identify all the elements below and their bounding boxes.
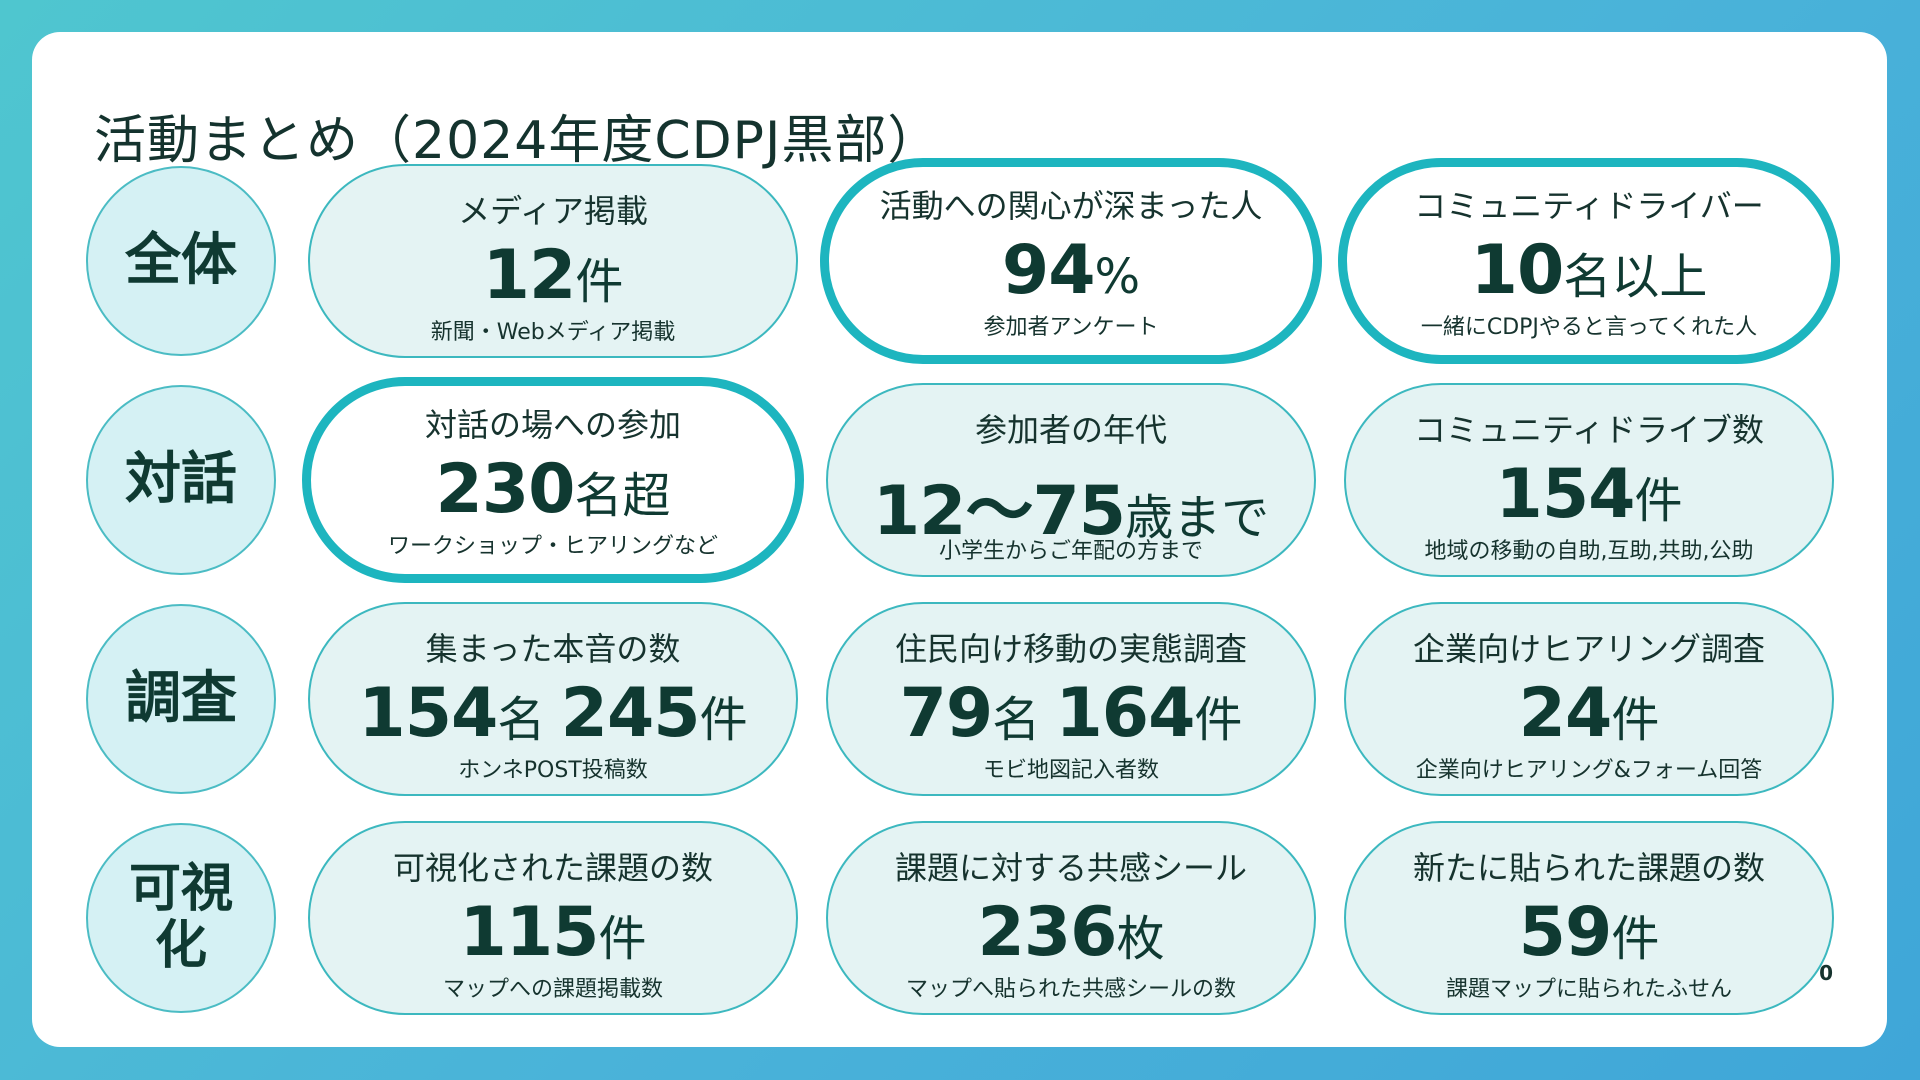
stat-card-heading: メディア掲載 xyxy=(458,192,648,230)
row-label: 調査 xyxy=(86,604,276,794)
stat-number: 79 xyxy=(899,674,994,753)
stat-card-caption: 課題マップに貼られたふせん xyxy=(1445,977,1732,1002)
stat-card-heading: 参加者の年代 xyxy=(974,411,1167,449)
stat-unit: 名 xyxy=(497,692,561,748)
stat-card-value: 12〜75歳まで xyxy=(828,455,1314,551)
stat-card-caption: 小学生からご年配の方まで xyxy=(938,539,1203,564)
stat-number: 10 xyxy=(1470,231,1565,310)
stat-card-caption: 一緒にCDPJやると言ってくれた人 xyxy=(1420,315,1758,340)
stat-card-caption: マップへの課題掲載数 xyxy=(442,977,663,1002)
stat-card-heading: 集まった本音の数 xyxy=(425,630,681,668)
stat-card-caption: マップへ貼られた共感シールの数 xyxy=(905,977,1236,1002)
stat-card-heading: 活動への関心が深まった人 xyxy=(879,187,1263,225)
stat-card: 課題に対する共感シール 236枚マップへ貼られた共感シールの数 xyxy=(826,821,1316,1015)
stat-card-caption: 企業向けヒアリング&フォーム回答 xyxy=(1415,758,1763,783)
stat-number: 230 xyxy=(435,450,576,529)
stat-number: 59 xyxy=(1518,893,1613,972)
stat-card: 集まった本音の数 154名 245件ホンネPOST投稿数 xyxy=(308,602,798,796)
row-label: 全体 xyxy=(86,166,276,356)
stat-unit: 件 xyxy=(575,254,624,310)
stat-card-heading: コミュニティドライバー xyxy=(1414,187,1764,225)
stat-card: コミュニティドライブ数 154件地域の移動の自助,互助,共助,公助 xyxy=(1344,383,1834,577)
stat-unit: 件 xyxy=(699,692,748,748)
stat-number: 236 xyxy=(977,893,1118,972)
stat-card: 可視化された課題の数 115件マップへの課題掲載数 xyxy=(308,821,798,1015)
stat-number: 115 xyxy=(459,893,600,972)
stat-card: コミュニティドライバー 10名以上一緒にCDPJやると言ってくれた人 xyxy=(1338,158,1840,364)
stat-card-value: 230名超 xyxy=(311,450,795,529)
row-label: 可視化 xyxy=(86,823,276,1013)
stat-unit: % xyxy=(1094,249,1141,305)
stat-card: 新たに貼られた課題の数 59件課題マップに貼られたふせん xyxy=(1344,821,1834,1015)
stat-card: 住民向け移動の実態調査 79名 164件モビ地図記入者数 xyxy=(826,602,1316,796)
stat-card-caption: 新聞・Webメディア掲載 xyxy=(430,320,676,345)
stat-card-heading: 対話の場への参加 xyxy=(424,406,681,444)
stat-card-value: 115件 xyxy=(310,893,796,972)
stat-number: 154 xyxy=(358,674,498,753)
stat-unit: 名以上 xyxy=(1563,249,1708,305)
stat-unit: 件 xyxy=(1611,692,1660,748)
stat-unit: 歳まで xyxy=(1125,490,1270,546)
stat-unit: 枚 xyxy=(1116,911,1165,967)
row-label: 対話 xyxy=(86,385,276,575)
stat-number: 12〜75 xyxy=(872,472,1126,551)
slide: 活動まとめ（2024年度CDPJ黒部） 70 全体 メディア掲載 12件 新聞・Web… xyxy=(32,32,1887,1047)
stat-card-value: 79名 164件 xyxy=(828,674,1314,753)
stat-card-heading: 住民向け移動の実態調査 xyxy=(894,630,1247,668)
stat-number: 24 xyxy=(1518,674,1613,753)
stat-card-value: 12件 xyxy=(310,236,796,315)
stat-unit: 名 xyxy=(992,692,1056,748)
stat-card-caption: モビ地図記入者数 xyxy=(982,758,1159,783)
stat-card: メディア掲載 12件新聞・Webメディア掲載 xyxy=(308,164,798,358)
stat-card-caption: ホンネPOST投稿数 xyxy=(458,758,648,783)
stat-card-caption: 参加者アンケート xyxy=(983,315,1159,340)
stat-unit: 件 xyxy=(1634,473,1683,529)
stat-unit: 名超 xyxy=(574,468,671,524)
stat-card-value: 24件 xyxy=(1346,674,1832,753)
stat-card-value: 154名 245件 xyxy=(310,674,796,753)
stat-card: 参加者の年代 12〜75歳まで 小学生からご年配の方まで xyxy=(826,383,1316,577)
stat-number: 164 xyxy=(1055,674,1195,753)
stat-card-value: 59件 xyxy=(1346,893,1832,972)
stat-card-heading: 課題に対する共感シール xyxy=(894,849,1247,887)
stat-unit: 件 xyxy=(1194,692,1243,748)
stat-number: 94 xyxy=(1001,231,1096,310)
stat-card: 活動への関心が深まった人 94% 参加者アンケート xyxy=(820,158,1322,364)
stat-card-heading: コミュニティドライブ数 xyxy=(1413,411,1765,449)
page-title: 活動まとめ（2024年度CDPJ黒部） xyxy=(94,111,941,171)
stat-card-heading: 可視化された課題の数 xyxy=(392,849,713,887)
stat-card: 対話の場への参加 230名超ワークショップ・ヒアリングなど xyxy=(302,377,804,583)
stat-unit: 件 xyxy=(1611,911,1660,967)
stat-card-value: 154件 xyxy=(1346,455,1832,534)
stat-number: 245 xyxy=(560,674,701,753)
stat-number: 12 xyxy=(482,236,577,315)
stat-card-heading: 新たに貼られた課題の数 xyxy=(1412,849,1765,887)
stat-card-value: 10名以上 xyxy=(1347,231,1831,310)
stat-card-value: 236枚 xyxy=(828,893,1314,972)
stat-number: 154 xyxy=(1495,455,1636,534)
stat-card-caption: ワークショップ・ヒアリングなど xyxy=(387,534,718,559)
stat-unit: 件 xyxy=(598,911,647,967)
stat-card-caption: 地域の移動の自助,互助,共助,公助 xyxy=(1424,539,1754,564)
stat-card-heading: 企業向けヒアリング調査 xyxy=(1412,630,1765,668)
stat-card-value: 94% xyxy=(829,231,1313,310)
stat-card: 企業向けヒアリング調査 24件企業向けヒアリング&フォーム回答 xyxy=(1344,602,1834,796)
